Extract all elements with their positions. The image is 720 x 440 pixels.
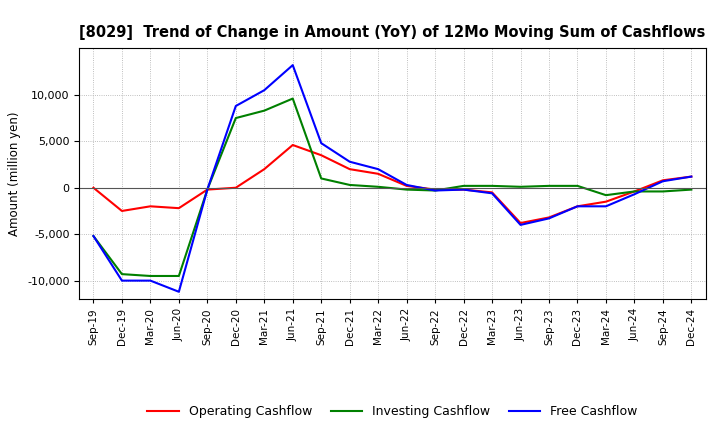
Free Cashflow [516,222,525,227]
Operating Cashflow [374,171,382,176]
Investing Cashflow [545,183,554,188]
Line: Investing Cashflow: Investing Cashflow [94,99,691,276]
Investing Cashflow [602,193,611,198]
Operating Cashflow [232,185,240,191]
Title: [8029]  Trend of Change in Amount (YoY) of 12Mo Moving Sum of Cashflows: [8029] Trend of Change in Amount (YoY) o… [79,25,706,40]
Free Cashflow [573,204,582,209]
Free Cashflow [374,166,382,172]
Free Cashflow [146,278,155,283]
Free Cashflow [431,188,439,193]
Operating Cashflow [146,204,155,209]
Investing Cashflow [374,184,382,190]
Investing Cashflow [317,176,325,181]
Operating Cashflow [516,220,525,226]
Free Cashflow [89,233,98,238]
Free Cashflow [289,62,297,68]
Investing Cashflow [659,189,667,194]
Operating Cashflow [402,183,411,188]
Operating Cashflow [545,215,554,220]
Investing Cashflow [516,184,525,190]
Operating Cashflow [630,189,639,194]
Operating Cashflow [260,166,269,172]
Operating Cashflow [687,174,696,179]
Free Cashflow [174,289,183,294]
Operating Cashflow [573,204,582,209]
Free Cashflow [602,204,611,209]
Free Cashflow [232,103,240,109]
Free Cashflow [317,140,325,146]
Investing Cashflow [487,183,496,188]
Operating Cashflow [487,190,496,195]
Free Cashflow [346,159,354,165]
Investing Cashflow [260,108,269,113]
Free Cashflow [260,88,269,93]
Free Cashflow [630,191,639,197]
Operating Cashflow [431,187,439,192]
Operating Cashflow [602,199,611,204]
Investing Cashflow [459,183,468,188]
Operating Cashflow [289,143,297,148]
Investing Cashflow [687,187,696,192]
Operating Cashflow [317,153,325,158]
Free Cashflow [487,191,496,196]
Free Cashflow [545,216,554,221]
Investing Cashflow [289,96,297,101]
Investing Cashflow [174,273,183,279]
Y-axis label: Amount (million yen): Amount (million yen) [9,112,22,236]
Investing Cashflow [431,188,439,193]
Investing Cashflow [402,187,411,192]
Free Cashflow [203,187,212,192]
Investing Cashflow [203,187,212,192]
Operating Cashflow [117,208,126,213]
Investing Cashflow [117,271,126,277]
Operating Cashflow [346,166,354,172]
Operating Cashflow [89,185,98,191]
Operating Cashflow [659,178,667,183]
Investing Cashflow [346,182,354,187]
Free Cashflow [687,174,696,179]
Free Cashflow [659,179,667,184]
Free Cashflow [402,182,411,187]
Investing Cashflow [146,273,155,279]
Operating Cashflow [459,187,468,192]
Line: Operating Cashflow: Operating Cashflow [94,145,691,223]
Operating Cashflow [174,205,183,211]
Legend: Operating Cashflow, Investing Cashflow, Free Cashflow: Operating Cashflow, Investing Cashflow, … [143,400,642,423]
Operating Cashflow [203,187,212,192]
Investing Cashflow [232,115,240,121]
Free Cashflow [459,187,468,192]
Free Cashflow [117,278,126,283]
Line: Free Cashflow: Free Cashflow [94,65,691,292]
Investing Cashflow [573,183,582,188]
Investing Cashflow [630,189,639,194]
Investing Cashflow [89,233,98,238]
